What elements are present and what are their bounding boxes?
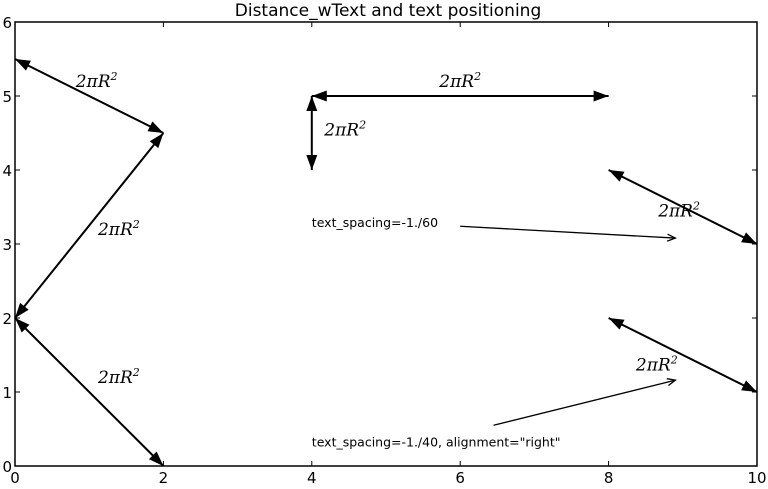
- distance-arrow-line: [608, 317, 758, 393]
- y-tick-label: 2: [2, 310, 12, 328]
- annotation-arrow-line: [460, 225, 676, 239]
- distance-label: 2πR2: [438, 70, 481, 92]
- distance-label: 2πR2: [635, 354, 678, 376]
- arrow-head: [15, 318, 30, 333]
- arrow-head: [593, 90, 609, 102]
- x-tick-label: 8: [604, 469, 614, 485]
- arrow-head: [741, 380, 757, 392]
- arrow-head: [306, 96, 318, 111]
- x-tick-label: 10: [747, 469, 766, 485]
- y-tick-label: 4: [2, 162, 12, 180]
- arrow-head: [608, 170, 625, 182]
- annotation-text: text_spacing=-1./40, alignment="right": [312, 435, 561, 450]
- y-tick-label: 1: [2, 384, 12, 402]
- distance-arrow-line: [14, 58, 164, 134]
- distance-label: 2πR2: [323, 118, 366, 140]
- arrow-head: [741, 232, 757, 244]
- distance-label: 2πR2: [97, 218, 140, 240]
- plot-marks: 2πR2 2πR2 2πR2 2πR2 2πR2 2πR2 2πR2 text_spacing…: [14, 58, 758, 467]
- annotation-arrow-head: [666, 378, 677, 386]
- x-tick-label: 0: [10, 469, 20, 485]
- plot-frame: [14, 21, 758, 467]
- distance-arrow-line: [14, 132, 165, 319]
- arrow-head: [15, 302, 29, 318]
- arrow-head: [147, 121, 164, 133]
- arrow-head: [149, 133, 164, 149]
- x-tick-label: 2: [159, 469, 169, 485]
- arrow-head: [608, 318, 625, 330]
- arrow-head: [306, 155, 318, 170]
- y-tick-label: 0: [2, 458, 12, 476]
- chart-title: Distance_wText and text positioning: [235, 1, 542, 21]
- annotation-text: text_spacing=-1./60: [312, 215, 438, 230]
- y-tick-label: 6: [2, 14, 12, 32]
- annotation-arrow-line: [493, 379, 676, 426]
- x-tick-label: 6: [455, 469, 465, 485]
- annotation-arrow-head: [666, 233, 677, 242]
- axis-ticks: 0 2 4 6 8 10 0 1 2 3 4 5 6: [2, 14, 766, 487]
- arrow-head: [148, 451, 164, 466]
- distance-label: 2πR2: [97, 366, 140, 388]
- arrow-head: [15, 59, 31, 71]
- distance-arrow-line: [608, 169, 758, 245]
- distance-label: 2πR2: [75, 70, 118, 92]
- y-tick-label: 3: [2, 236, 12, 254]
- distance-arrow-line: [14, 317, 165, 467]
- distance-label: 2πR2: [657, 200, 700, 222]
- x-tick-label: 4: [307, 469, 317, 485]
- y-tick-label: 5: [2, 88, 12, 106]
- arrow-head: [311, 90, 327, 102]
